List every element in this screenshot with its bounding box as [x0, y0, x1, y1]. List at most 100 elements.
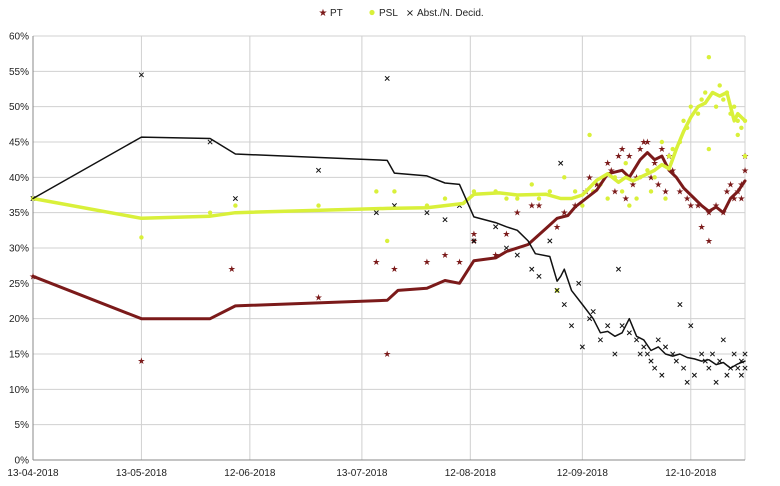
legend-marker-cross: × — [406, 8, 414, 19]
abst-point — [529, 266, 535, 272]
y-tick-label: 60% — [9, 32, 29, 43]
abst-point — [590, 309, 596, 315]
y-tick-label: 20% — [9, 314, 29, 325]
psl-point — [587, 132, 592, 138]
pt-point: ★ — [622, 195, 630, 205]
x-tick-label: 13-05-2018 — [116, 468, 168, 479]
y-tick-label: 35% — [9, 208, 29, 219]
pt-point: ★ — [502, 230, 510, 240]
psl-point — [706, 146, 712, 152]
abst-point — [424, 210, 430, 216]
abst-point — [673, 358, 679, 364]
pt-point: ★ — [741, 166, 749, 176]
psl-point — [504, 196, 509, 201]
psl-point — [384, 238, 390, 244]
abst-point — [713, 379, 719, 385]
y-tick-label: 50% — [9, 102, 29, 113]
abst-point — [709, 351, 716, 357]
x-tick-label: 13-04-2018 — [7, 468, 59, 479]
y-tick-label: 30% — [9, 244, 29, 255]
series-abst-n-decid-line — [32, 136, 746, 369]
pt-point: ★ — [661, 187, 669, 197]
pt-point: ★ — [492, 251, 500, 261]
pt-point: ★ — [560, 209, 568, 219]
abst-point — [652, 365, 658, 371]
psl-point — [139, 235, 144, 240]
abst-point — [681, 365, 687, 371]
pt-point: ★ — [513, 209, 521, 219]
pt-point: ★ — [625, 152, 633, 162]
psl-point — [374, 189, 379, 194]
y-tick-label: 10% — [9, 385, 29, 396]
psl-point — [681, 118, 686, 124]
pt-point: ★ — [441, 251, 449, 261]
psl-point — [735, 132, 740, 138]
abst-point — [655, 337, 661, 343]
psl-point — [721, 97, 726, 102]
pt-point: ★ — [687, 202, 695, 212]
pt-point: ★ — [669, 166, 677, 176]
abst-point — [232, 195, 238, 202]
pt-point: ★ — [553, 223, 561, 233]
pt-point: ★ — [705, 237, 713, 247]
legend: ★ PT PSL × Abst./N. Decid. — [319, 8, 484, 19]
pt-point: ★ — [604, 159, 612, 169]
abst-point — [373, 210, 379, 216]
psl-point — [515, 196, 520, 201]
abst-point — [207, 139, 213, 145]
y-tick-label: 55% — [9, 67, 29, 78]
abst-point — [514, 252, 520, 258]
psl-point — [442, 196, 448, 201]
legend-label: PSL — [379, 8, 398, 19]
psl-point — [619, 189, 625, 194]
psl-point — [392, 189, 397, 194]
y-tick-label: 25% — [9, 279, 29, 290]
pt-point: ★ — [730, 195, 738, 205]
pt-point: ★ — [698, 223, 706, 233]
x-tick-label: 12-09-2018 — [557, 468, 609, 479]
abst-point — [568, 323, 575, 329]
psl-point — [648, 189, 654, 194]
abst-point — [662, 344, 669, 350]
psl-point — [634, 196, 639, 201]
legend-marker-star: ★ — [319, 8, 328, 19]
pt-point: ★ — [607, 166, 615, 176]
x-tick-label: 12-08-2018 — [445, 468, 497, 479]
psl-point — [547, 189, 553, 194]
abst-point — [615, 266, 622, 272]
x-tick-label: 13-07-2018 — [336, 468, 388, 479]
psl-point — [316, 203, 321, 208]
pt-point: ★ — [611, 187, 619, 197]
pt-point: ★ — [676, 187, 684, 197]
y-tick-label: 0% — [15, 456, 30, 467]
abst-point — [735, 365, 741, 371]
pt-point: ★ — [614, 152, 622, 162]
psl-point — [713, 104, 719, 109]
abst-point — [384, 75, 390, 81]
psl-point — [666, 153, 672, 159]
abst-point — [677, 301, 683, 308]
psl-point — [562, 175, 567, 180]
pt-point: ★ — [683, 195, 691, 205]
pt-point: ★ — [528, 202, 536, 212]
abst-point — [547, 238, 553, 244]
psl-point — [605, 196, 610, 201]
abst-point — [442, 217, 448, 223]
series-layer: ★★★★★★★★★★★★★★★★ ★★★★★★★★★★★★★★★★★★★★★★★★… — [29, 55, 749, 385]
abst-point — [691, 372, 697, 378]
psl-point — [706, 55, 712, 60]
psl-point — [695, 111, 701, 116]
x-tick-label: 12-10-2018 — [665, 468, 717, 479]
series-pt-points: ★★★★★★★★★★★★★★★★ ★★★★★★★★★★★★★★★★★★★★★★★★… — [29, 138, 749, 367]
psl-point — [627, 203, 632, 208]
abst-point — [644, 351, 650, 357]
psl-point — [623, 161, 628, 166]
abst-point — [554, 287, 560, 293]
abst-point — [699, 351, 705, 357]
pt-point: ★ — [470, 237, 478, 247]
abst-point — [731, 351, 737, 357]
psl-point — [580, 203, 585, 208]
abst-point — [742, 365, 748, 371]
psl-point — [699, 97, 704, 102]
